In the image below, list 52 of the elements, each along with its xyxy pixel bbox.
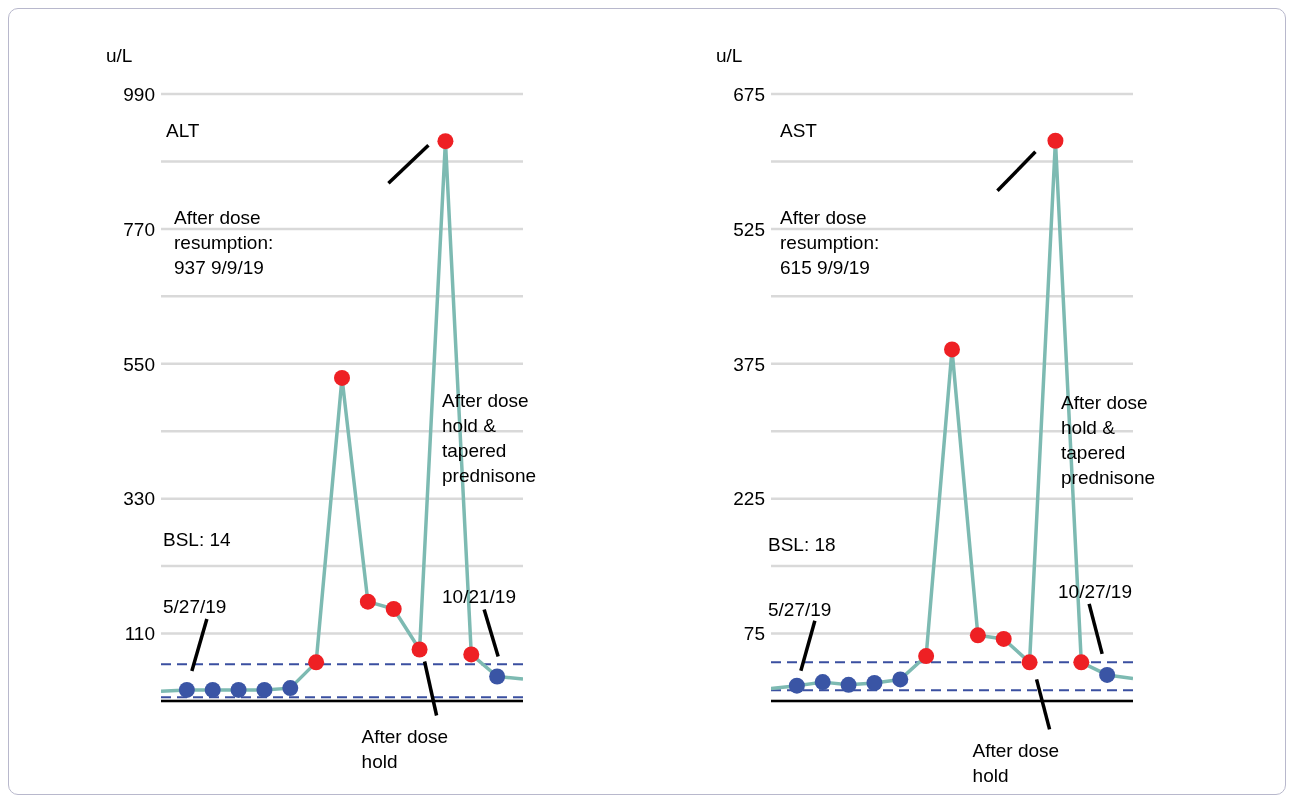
point [308,654,325,671]
point [204,681,221,698]
y-tick-label: 990 [123,83,155,105]
annotation: 5/27/19 [163,595,228,619]
text: After dose hold [972,739,1061,788]
y-tick-label: 225 [733,488,765,510]
point [282,680,299,697]
point [334,369,350,386]
y-tick-label: 375 [733,353,765,375]
point [918,648,935,665]
y-axis-title: u/L [106,45,133,67]
point [866,675,883,692]
point [995,630,1012,647]
y-tick-label: 75 [743,623,765,645]
point [814,674,831,691]
annotation: BSL: 18 [768,533,837,557]
annotation: After dose hold & tapered prednisone [442,389,538,488]
point [256,681,273,698]
annotation: After dose hold & tapered prednisone [1061,391,1157,490]
text: AST [780,119,817,143]
point [178,681,195,698]
point [892,671,909,688]
y-tick-label: 770 [123,218,155,240]
y-axis-title: u/L [716,45,743,67]
annotation: After dose resumption: 937 9/9/19 [174,206,275,280]
point [944,341,960,358]
annotation: 10/27/19 [1058,580,1133,604]
y-tick-label: 675 [733,83,765,105]
point [437,133,454,150]
point [840,676,857,693]
y-tick-label: 330 [123,488,155,510]
annotation: After dose resumption: 615 9/9/19 [780,206,881,280]
text: ALT [166,119,200,143]
point [411,641,428,658]
point [230,681,247,698]
y-tick-label: 110 [124,623,155,645]
text: After dose hold [361,725,450,774]
point [1047,132,1064,149]
point [385,601,402,618]
point [788,677,805,694]
point [463,646,480,663]
y-tick-label: 525 [733,218,765,240]
y-tick-label: 550 [123,353,155,375]
point [1021,654,1038,671]
point [1073,654,1090,671]
annotation: BSL: 14 [163,528,232,552]
point [1099,666,1116,683]
annotation: 5/27/19 [768,598,833,622]
annotation: 10/21/19 [442,585,517,609]
point [969,627,986,644]
point [359,593,376,610]
point [489,668,506,685]
